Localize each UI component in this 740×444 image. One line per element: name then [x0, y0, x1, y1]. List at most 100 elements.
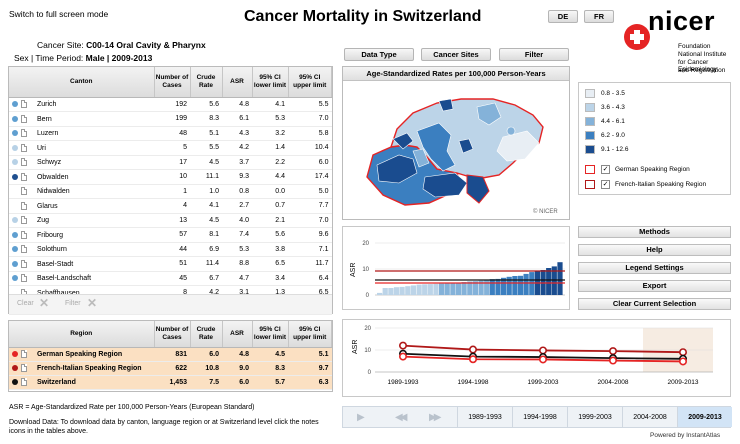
- col-region-cases[interactable]: Number of Cases: [154, 321, 191, 348]
- asr-bar[interactable]: [444, 283, 450, 295]
- canton-row[interactable]: Obwalden 10 11.1 9.3 4.4 17.4: [9, 170, 332, 184]
- map-canton-graubuenden[interactable]: [496, 130, 540, 162]
- canton-row[interactable]: Fribourg 57 8.1 7.4 5.6 9.6: [9, 228, 332, 242]
- asr-bar[interactable]: [393, 287, 400, 295]
- legend-swatch[interactable]: [585, 145, 595, 154]
- notes-icon[interactable]: [21, 350, 27, 358]
- canton-row[interactable]: Schwyz 17 4.5 3.7 2.2 6.0: [9, 155, 332, 170]
- col-canton[interactable]: Canton: [9, 67, 155, 98]
- play-icon[interactable]: ▶: [357, 412, 365, 423]
- lang-fr-button[interactable]: FR: [584, 10, 614, 23]
- clear-x-icon[interactable]: ✕: [39, 296, 50, 310]
- canton-row[interactable]: Glarus 4 4.1 2.7 0.7 7.7: [9, 199, 332, 213]
- map-canton-ticino[interactable]: [466, 174, 490, 204]
- notes-icon[interactable]: [21, 378, 27, 386]
- region-row[interactable]: German Speaking Region 831 6.0 4.8 4.5 5…: [9, 347, 332, 361]
- asr-bar[interactable]: [433, 283, 439, 295]
- notes-icon[interactable]: [21, 129, 27, 138]
- filter-button[interactable]: Filter: [499, 48, 569, 61]
- asr-bar[interactable]: [388, 288, 394, 295]
- filter-link[interactable]: Filter: [65, 300, 81, 307]
- legend-swatch[interactable]: [585, 89, 595, 98]
- canton-row[interactable]: Solothurn 44 6.9 5.3 3.8 7.1: [9, 242, 332, 257]
- col-region[interactable]: Region: [9, 321, 155, 348]
- timeline-period[interactable]: 2004-2008: [622, 407, 677, 427]
- col-asr[interactable]: ASR: [222, 67, 253, 98]
- col-region-ci-lower[interactable]: 95% CI lower limit: [252, 321, 289, 348]
- trend-chart[interactable]: ASR 0 10 20 1989-1993 1994-1998 1999-2003 2004-…: [343, 320, 730, 396]
- canton-row[interactable]: Uri 5 5.5 4.2 1.4 10.4: [9, 141, 332, 155]
- asr-bar[interactable]: [427, 284, 433, 295]
- french-region-checkbox[interactable]: ✓: [601, 180, 610, 189]
- notes-icon[interactable]: [21, 143, 27, 152]
- notes-icon[interactable]: [21, 172, 27, 181]
- german-region-checkbox[interactable]: ✓: [601, 165, 610, 174]
- notes-icon[interactable]: [21, 187, 27, 196]
- notes-icon[interactable]: [21, 245, 27, 254]
- asr-bar[interactable]: [495, 278, 501, 295]
- map-canton-neuchatel[interactable]: [392, 132, 414, 150]
- timeline-period[interactable]: 1989-1993: [457, 407, 512, 427]
- timeline-period[interactable]: 1994-1998: [512, 407, 567, 427]
- asr-bar[interactable]: [523, 273, 529, 295]
- col-cases[interactable]: Number of Cases: [154, 67, 191, 98]
- legend-german[interactable]: ✓ German Speaking Region: [585, 165, 725, 175]
- timeline-period[interactable]: 2009-2013: [677, 407, 732, 427]
- asr-bar[interactable]: [551, 266, 557, 295]
- canton-row[interactable]: Zurich 192 5.6 4.8 4.1 5.5: [9, 97, 332, 112]
- map-canton-basel[interactable]: [438, 98, 454, 112]
- asr-bar[interactable]: [382, 288, 388, 295]
- asr-bar[interactable]: [422, 284, 428, 295]
- asr-bar[interactable]: [405, 286, 411, 295]
- clear-link[interactable]: Clear: [17, 300, 34, 307]
- export-button[interactable]: Export: [578, 280, 731, 292]
- legend-swatch[interactable]: [585, 131, 595, 140]
- notes-icon[interactable]: [21, 274, 27, 283]
- clear-selection-button[interactable]: Clear Current Selection: [578, 298, 731, 310]
- notes-icon[interactable]: [21, 100, 27, 109]
- filter-x-icon[interactable]: ✕: [87, 296, 98, 310]
- canton-row[interactable]: Bern 199 8.3 6.1 5.3 7.0: [9, 112, 332, 126]
- asr-bar[interactable]: [517, 275, 524, 295]
- notes-icon[interactable]: [21, 201, 27, 210]
- legend-swatch[interactable]: [585, 117, 595, 126]
- fullscreen-link[interactable]: Switch to full screen mode: [9, 9, 109, 19]
- asr-bar[interactable]: [416, 284, 422, 295]
- timeline-period[interactable]: 1999-2003: [567, 407, 622, 427]
- canton-row[interactable]: Zug 13 4.5 4.0 2.1 7.0: [9, 213, 332, 228]
- step-back-icon[interactable]: ◀◀: [395, 412, 408, 423]
- legend-swatch[interactable]: [585, 103, 595, 112]
- asr-bar[interactable]: [467, 281, 473, 296]
- col-region-crude[interactable]: Crude Rate: [190, 321, 223, 348]
- canton-row[interactable]: Basel-Landschaft 45 6.7 4.7 3.4 6.4: [9, 271, 332, 286]
- canton-row[interactable]: Luzern 48 5.1 4.3 3.2 5.8: [9, 126, 332, 141]
- notes-icon[interactable]: [21, 364, 27, 372]
- col-region-ci-upper[interactable]: 95% CI upper limit: [288, 321, 332, 348]
- col-region-asr[interactable]: ASR: [222, 321, 253, 348]
- notes-icon[interactable]: [21, 114, 27, 123]
- data-type-button[interactable]: Data Type: [344, 48, 414, 61]
- asr-bar[interactable]: [455, 282, 462, 296]
- region-row[interactable]: French-Italian Speaking Region 622 10.8 …: [9, 361, 332, 375]
- asr-bar[interactable]: [546, 268, 552, 295]
- canton-row[interactable]: Nidwalden 1 1.0 0.8 0.0 5.0: [9, 184, 332, 199]
- asr-bar[interactable]: [439, 283, 445, 295]
- switzerland-map[interactable]: © NICER: [343, 81, 569, 219]
- notes-icon[interactable]: [21, 259, 27, 268]
- notes-icon[interactable]: [21, 216, 27, 225]
- map-canton-zurich[interactable]: [476, 102, 502, 126]
- asr-bar[interactable]: [506, 276, 512, 295]
- map-canton-fribourg[interactable]: [412, 148, 430, 168]
- step-forward-icon[interactable]: ▶▶: [429, 412, 442, 423]
- asr-bar[interactable]: [410, 285, 416, 295]
- map-canton-glarus[interactable]: [506, 126, 516, 136]
- asr-bar[interactable]: [377, 292, 383, 295]
- map-canton-obwalden[interactable]: [458, 138, 474, 154]
- asr-bar[interactable]: [450, 282, 456, 295]
- asr-bar[interactable]: [484, 279, 490, 295]
- asr-bar[interactable]: [399, 286, 405, 295]
- asr-bar[interactable]: [478, 280, 484, 295]
- col-ci-lower[interactable]: 95% CI lower limit: [252, 67, 289, 98]
- lang-de-button[interactable]: DE: [548, 10, 578, 23]
- asr-bar[interactable]: [461, 282, 467, 295]
